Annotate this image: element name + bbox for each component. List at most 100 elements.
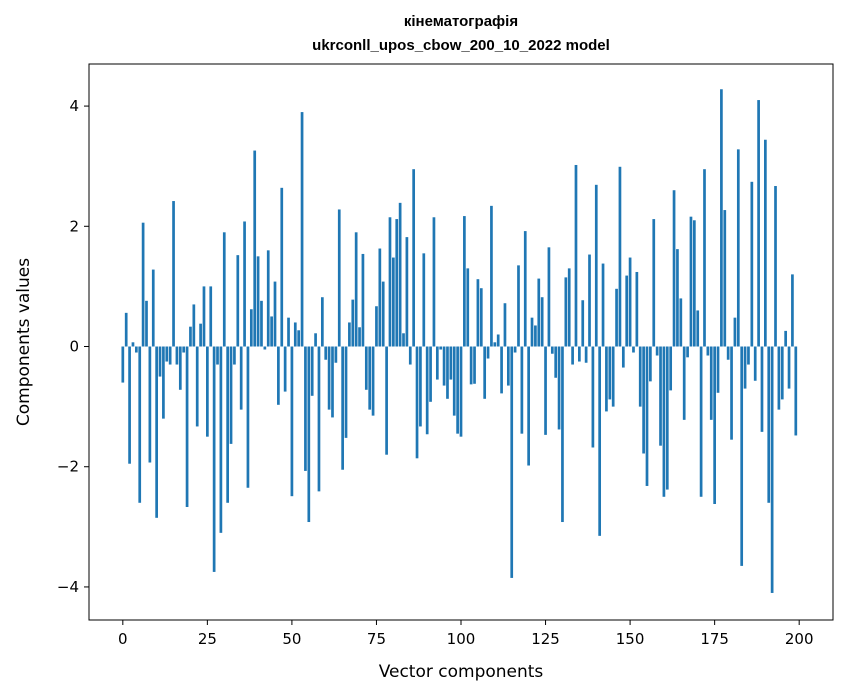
bar-36 <box>243 221 246 347</box>
bar-5 <box>138 346 142 503</box>
bar-62 <box>331 346 334 418</box>
bar-181 <box>733 317 737 347</box>
bar-86 <box>412 169 416 347</box>
bar-178 <box>723 210 727 347</box>
bar-83 <box>402 333 405 347</box>
bar-88 <box>419 346 422 427</box>
bar-58 <box>317 346 321 492</box>
x-tick-label: 75 <box>367 630 386 648</box>
bar-108 <box>486 346 490 359</box>
bar-19 <box>185 346 189 507</box>
bar-124 <box>540 297 544 347</box>
bar-174 <box>709 346 713 420</box>
bar-12 <box>162 346 165 419</box>
bar-141 <box>598 346 602 536</box>
bar-110 <box>493 342 497 347</box>
bar-112 <box>500 346 503 394</box>
bar-126 <box>547 247 551 347</box>
bar-132 <box>567 268 571 347</box>
x-axis-ticks: 0 25 50 75 100 125 150 175 200 <box>118 620 814 648</box>
bar-123 <box>537 278 541 347</box>
x-axis-label: Vector components <box>379 662 544 682</box>
bar-159 <box>659 346 662 446</box>
bar-51 <box>293 322 297 347</box>
bar-161 <box>665 346 669 490</box>
bar-18 <box>182 346 186 353</box>
bar-10 <box>155 346 158 518</box>
bar-102 <box>466 268 470 347</box>
bar-50 <box>290 346 294 497</box>
x-tick-label: 100 <box>447 630 476 648</box>
bar-175 <box>713 346 716 504</box>
bar-166 <box>682 346 686 420</box>
bar-150 <box>628 257 632 347</box>
bar-194 <box>777 346 781 410</box>
bar-120 <box>527 346 530 466</box>
bar-53 <box>300 112 304 347</box>
bar-135 <box>578 346 581 362</box>
bar-89 <box>422 253 426 347</box>
bar-4 <box>134 346 138 353</box>
y-tick-label: 0 <box>69 338 79 356</box>
x-tick-label: 175 <box>700 630 729 648</box>
bar-75 <box>375 306 378 347</box>
bar-35 <box>239 346 243 410</box>
bar-85 <box>408 346 412 365</box>
bar-48 <box>283 346 287 392</box>
bar-185 <box>747 346 750 365</box>
bar-173 <box>706 346 710 356</box>
bar-68 <box>351 299 355 347</box>
x-tick-label: 125 <box>531 630 560 648</box>
bar-122 <box>534 325 537 347</box>
bar-138 <box>588 254 591 347</box>
bar-184 <box>743 346 747 389</box>
bar-137 <box>584 346 588 363</box>
bar-3 <box>131 342 135 347</box>
bar-170 <box>696 310 700 347</box>
bar-103 <box>469 346 473 385</box>
y-tick-label: −4 <box>57 578 79 596</box>
bar-24 <box>202 286 206 347</box>
bar-47 <box>280 187 284 347</box>
bar-15 <box>172 201 175 347</box>
bar-101 <box>463 216 466 347</box>
bar-140 <box>594 184 598 347</box>
bar-97 <box>449 346 453 380</box>
bar-16 <box>175 346 179 365</box>
bar-171 <box>699 346 703 497</box>
bar-190 <box>764 139 767 347</box>
bar-128 <box>554 346 558 378</box>
chart-title-line1: кінематографія <box>404 13 518 30</box>
bar-106 <box>479 288 483 347</box>
bar-199 <box>794 346 798 436</box>
bar-52 <box>297 330 301 347</box>
bar-87 <box>415 346 419 459</box>
bar-25 <box>206 346 209 437</box>
bar-192 <box>770 346 774 593</box>
bar-14 <box>168 346 172 365</box>
bar-56 <box>310 346 314 396</box>
bar-162 <box>669 346 673 391</box>
bar-105 <box>476 279 480 347</box>
plot-frame <box>88 63 834 621</box>
x-tick-label: 150 <box>616 630 645 648</box>
bar-74 <box>371 346 375 416</box>
bar-164 <box>676 249 679 347</box>
bar-196 <box>784 330 788 347</box>
bar-131 <box>564 277 568 347</box>
bar-60 <box>324 346 328 360</box>
y-tick-label: 2 <box>69 217 79 235</box>
chart-title-line2: ukrconll_upos_cbow_200_10_2022 model <box>312 37 610 54</box>
bar-183 <box>740 346 744 566</box>
bar-100 <box>459 346 463 437</box>
bar-11 <box>158 346 162 377</box>
bar-149 <box>625 275 629 347</box>
bar-151 <box>632 346 635 353</box>
bar-77 <box>381 281 385 347</box>
bar-98 <box>452 346 456 416</box>
bar-22 <box>195 346 199 427</box>
bar-139 <box>591 346 595 448</box>
bar-49 <box>287 317 290 347</box>
bar-1 <box>124 312 128 347</box>
